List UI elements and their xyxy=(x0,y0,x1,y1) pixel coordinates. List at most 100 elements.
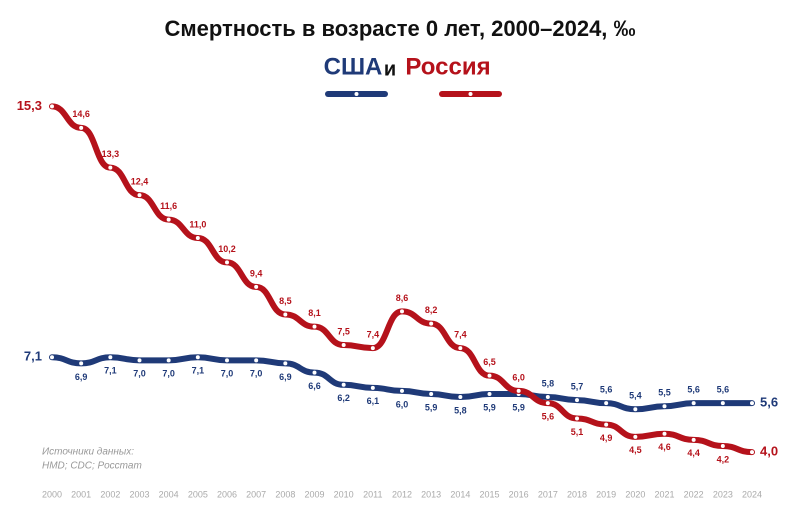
data-point xyxy=(575,398,579,403)
data-point xyxy=(400,388,404,393)
data-point xyxy=(312,324,317,329)
value-label: 5,1 xyxy=(571,427,584,437)
data-point xyxy=(341,343,346,348)
value-label: 5,6 xyxy=(542,412,555,422)
x-tick-label: 2000 xyxy=(42,489,62,499)
value-label: 14,6 xyxy=(72,109,90,119)
x-tick-label: 2011 xyxy=(363,489,382,499)
x-tick-label: 2005 xyxy=(188,489,208,499)
value-label: 6,0 xyxy=(512,372,525,382)
chart-title: Смертность в возрасте 0 лет, 2000–2024, … xyxy=(164,16,635,41)
data-point xyxy=(225,358,229,363)
value-label: 5,6 xyxy=(717,385,730,395)
x-tick-label: 2014 xyxy=(450,489,470,499)
value-label: 5,8 xyxy=(542,378,555,388)
data-point xyxy=(633,407,638,412)
value-label: 6,0 xyxy=(396,399,409,409)
value-label: 5,6 xyxy=(760,395,778,410)
data-point xyxy=(370,385,375,390)
data-point xyxy=(137,193,142,198)
data-point xyxy=(283,312,288,317)
value-label: 8,2 xyxy=(425,305,438,315)
data-point xyxy=(487,373,492,378)
x-tick-label: 2007 xyxy=(246,489,266,499)
value-label: 7,1 xyxy=(24,349,42,364)
source-note: Источники данных: xyxy=(42,447,134,458)
data-point xyxy=(400,309,404,314)
data-point xyxy=(429,321,434,326)
x-tick-label: 2021 xyxy=(654,489,674,499)
value-label: 6,9 xyxy=(75,372,88,382)
x-tick-label: 2017 xyxy=(538,489,558,499)
x-tick-label: 2015 xyxy=(479,489,499,499)
value-label: 5,6 xyxy=(687,385,700,395)
x-tick-label: 2004 xyxy=(159,489,179,499)
x-tick-label: 2009 xyxy=(304,489,324,499)
value-label: 4,9 xyxy=(600,433,613,443)
x-tick-label: 2018 xyxy=(567,489,587,499)
legend-dot xyxy=(468,92,473,96)
value-label: 7,4 xyxy=(367,329,380,339)
value-label: 11,6 xyxy=(160,201,177,211)
value-label: 5,5 xyxy=(658,388,671,398)
legend-joiner: и xyxy=(384,58,396,80)
source-note: HMD; CDC; Росстат xyxy=(42,461,142,472)
value-label: 12,4 xyxy=(131,177,149,187)
data-point xyxy=(750,450,754,455)
data-point xyxy=(79,125,84,130)
x-tick-label: 2006 xyxy=(217,489,237,499)
value-label: 7,0 xyxy=(221,369,234,379)
value-label: 5,4 xyxy=(629,391,642,401)
value-label: 7,4 xyxy=(454,329,467,339)
x-tick-label: 2002 xyxy=(100,489,120,499)
value-label: 5,9 xyxy=(425,402,438,412)
value-label: 4,0 xyxy=(760,444,778,459)
data-point xyxy=(575,416,579,421)
data-point xyxy=(195,235,200,240)
data-point xyxy=(79,361,84,366)
value-label: 6,1 xyxy=(367,396,380,406)
value-label: 5,6 xyxy=(600,385,613,395)
data-point xyxy=(254,358,259,363)
data-point xyxy=(633,434,638,439)
legend-dot xyxy=(354,92,359,96)
data-point xyxy=(691,437,696,442)
data-point xyxy=(108,355,113,360)
x-tick-label: 2003 xyxy=(129,489,149,499)
value-label: 6,5 xyxy=(483,357,496,367)
data-point xyxy=(283,361,288,366)
data-point xyxy=(341,382,346,387)
value-label: 15,3 xyxy=(17,98,42,113)
value-label: 6,9 xyxy=(279,372,292,382)
data-point xyxy=(225,260,229,265)
value-label: 7,0 xyxy=(162,369,175,379)
legend-label: США xyxy=(324,53,383,80)
x-tick-label: 2008 xyxy=(275,489,295,499)
value-label: 5,8 xyxy=(454,405,467,415)
data-point xyxy=(429,391,434,396)
data-point xyxy=(50,355,54,360)
value-label: 10,2 xyxy=(218,244,236,254)
value-label: 5,9 xyxy=(483,402,496,412)
value-label: 11,0 xyxy=(189,219,206,229)
data-point xyxy=(195,355,200,360)
data-point xyxy=(254,284,259,289)
x-tick-label: 2023 xyxy=(713,489,733,499)
data-point xyxy=(50,104,54,109)
value-label: 13,3 xyxy=(102,149,120,159)
data-point xyxy=(137,358,142,363)
data-point xyxy=(516,388,521,393)
data-point xyxy=(166,358,171,363)
data-point xyxy=(370,346,375,351)
data-point xyxy=(108,165,113,170)
value-label: 9,4 xyxy=(250,268,263,278)
value-label: 5,9 xyxy=(512,402,525,412)
data-point xyxy=(487,391,492,396)
x-tick-label: 2019 xyxy=(596,489,616,499)
value-label: 4,2 xyxy=(717,454,730,464)
x-tick-label: 2024 xyxy=(742,489,762,499)
value-label: 6,6 xyxy=(308,381,321,391)
x-tick-label: 2012 xyxy=(392,489,412,499)
data-point xyxy=(720,443,725,448)
